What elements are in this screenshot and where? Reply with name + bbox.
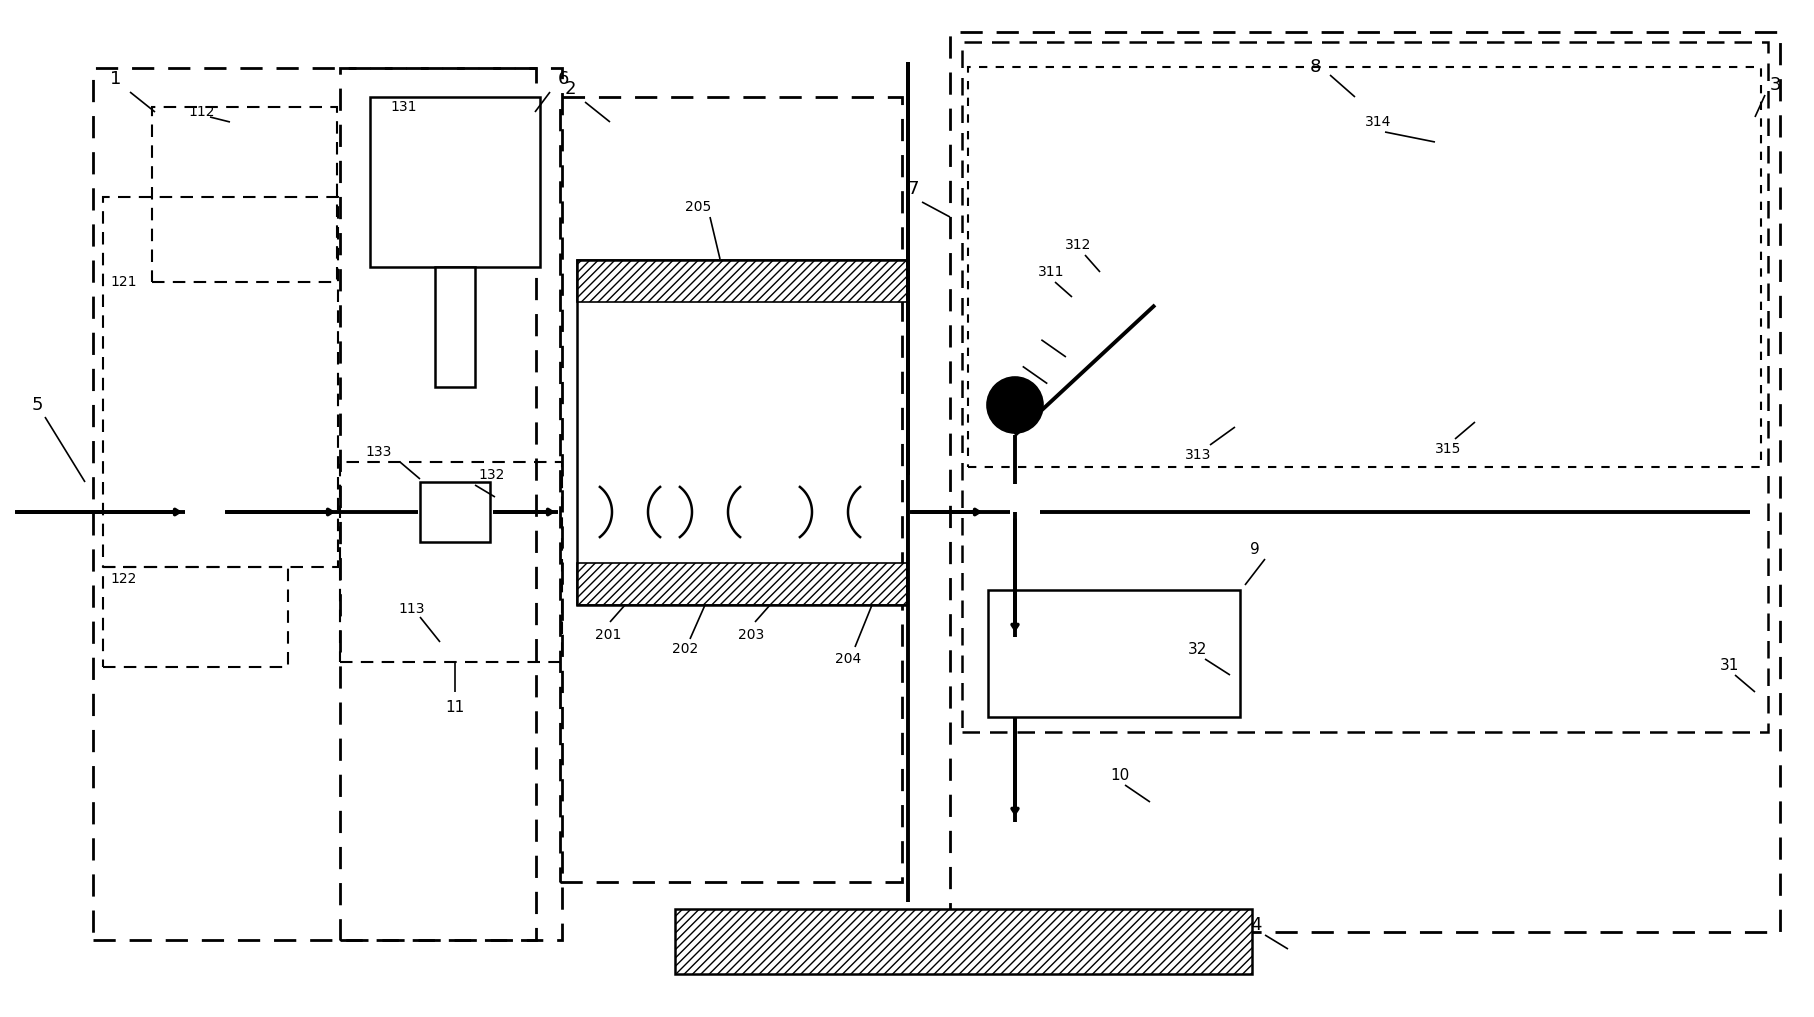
Text: 2: 2: [564, 80, 577, 98]
Text: 113: 113: [397, 602, 424, 616]
Text: 10: 10: [1110, 768, 1130, 782]
Text: 133: 133: [365, 445, 392, 459]
Bar: [675, 909, 1252, 974]
Text: 203: 203: [738, 629, 764, 642]
Bar: [435, 267, 475, 387]
Text: 5: 5: [33, 396, 44, 414]
Text: 313: 313: [1185, 448, 1212, 462]
Text: 3: 3: [1770, 76, 1781, 94]
Text: 205: 205: [686, 200, 711, 214]
Text: 202: 202: [671, 642, 698, 656]
Text: 1: 1: [111, 70, 122, 88]
Text: 7: 7: [909, 180, 920, 198]
Text: 9: 9: [1250, 541, 1259, 556]
Text: 121: 121: [111, 275, 136, 289]
Text: 122: 122: [111, 572, 136, 586]
Text: 11: 11: [444, 700, 464, 715]
Bar: [989, 590, 1241, 717]
Text: 132: 132: [479, 468, 504, 482]
Text: 311: 311: [1038, 265, 1065, 279]
Text: 8: 8: [1310, 58, 1321, 76]
Text: 314: 314: [1364, 115, 1391, 129]
Bar: [577, 260, 907, 302]
Bar: [577, 260, 907, 605]
Bar: [421, 482, 490, 542]
Text: 6: 6: [559, 70, 570, 88]
Text: 31: 31: [1720, 658, 1740, 672]
Text: 112: 112: [189, 105, 214, 119]
Text: 312: 312: [1065, 238, 1092, 252]
Bar: [577, 563, 907, 605]
Text: 32: 32: [1188, 642, 1208, 657]
Text: 201: 201: [595, 629, 622, 642]
Circle shape: [987, 377, 1043, 433]
Text: 315: 315: [1435, 442, 1462, 456]
Bar: [370, 97, 541, 267]
Text: 4: 4: [1250, 916, 1261, 934]
Text: 131: 131: [390, 100, 417, 114]
Text: 204: 204: [834, 652, 862, 666]
